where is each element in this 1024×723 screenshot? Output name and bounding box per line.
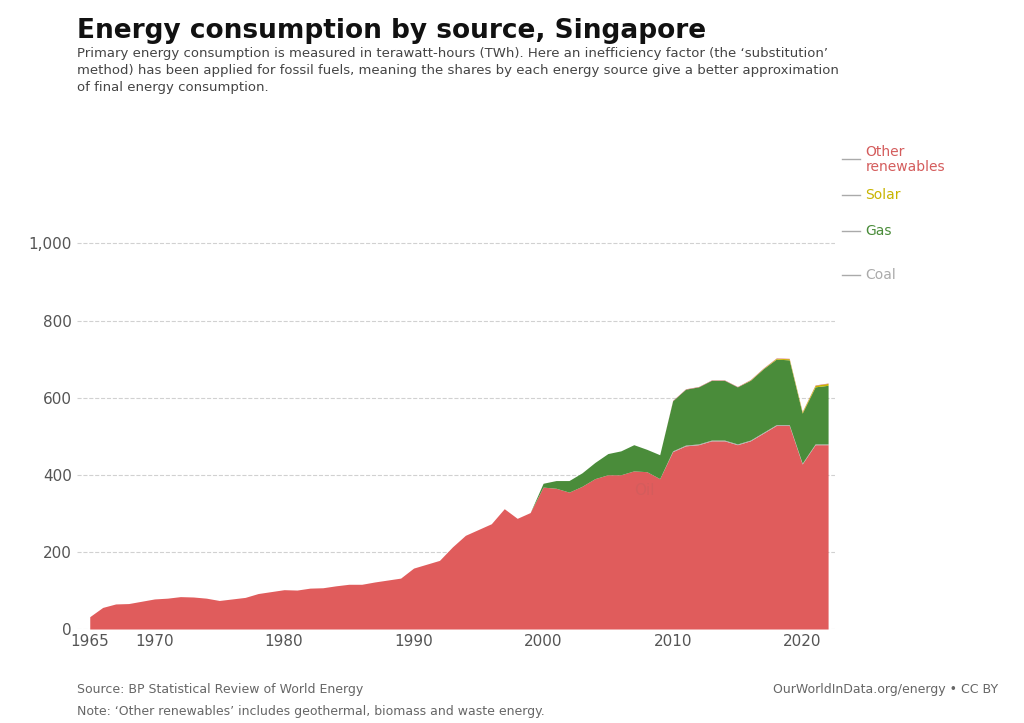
Text: Oil: Oil — [634, 483, 654, 497]
Text: Primary energy consumption is measured in terawatt-hours (TWh). Here an ineffici: Primary energy consumption is measured i… — [77, 47, 839, 94]
Text: Energy consumption by source, Singapore: Energy consumption by source, Singapore — [77, 18, 706, 44]
Text: Coal: Coal — [865, 268, 896, 282]
Text: Other
renewables: Other renewables — [865, 145, 945, 174]
Text: Gas: Gas — [865, 224, 892, 239]
Text: Solar: Solar — [865, 188, 901, 202]
Text: Note: ‘Other renewables’ includes geothermal, biomass and waste energy.: Note: ‘Other renewables’ includes geothe… — [77, 705, 545, 718]
Text: Source: BP Statistical Review of World Energy: Source: BP Statistical Review of World E… — [77, 683, 364, 696]
Text: OurWorldInData.org/energy • CC BY: OurWorldInData.org/energy • CC BY — [773, 683, 998, 696]
Text: Our World: Our World — [910, 27, 978, 40]
Text: in Data: in Data — [921, 47, 968, 60]
